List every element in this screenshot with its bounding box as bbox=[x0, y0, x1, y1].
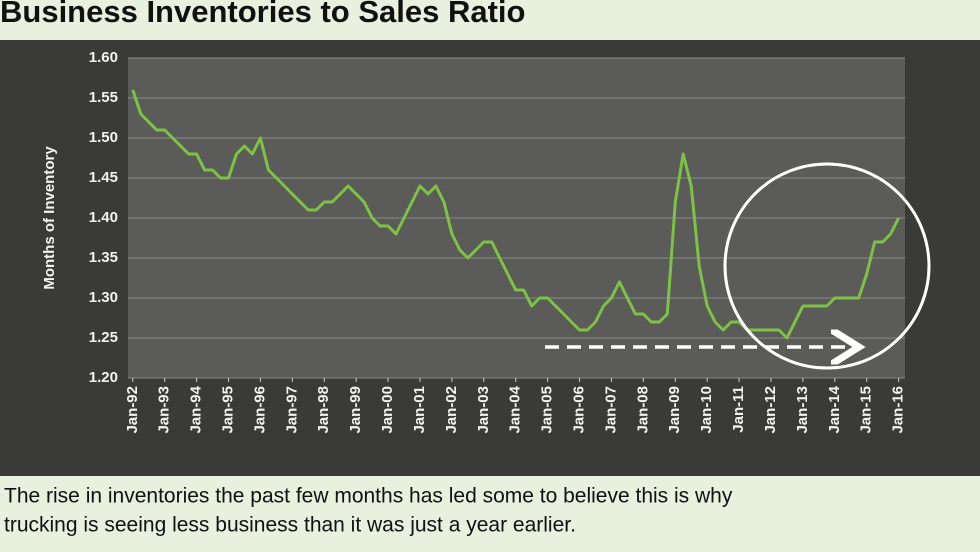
x-tick-label: Jan-06 bbox=[570, 386, 587, 434]
x-tick-label: Jan-13 bbox=[794, 386, 811, 434]
x-tick-label: Jan-05 bbox=[539, 386, 556, 434]
x-tick-label: Jan-00 bbox=[379, 386, 396, 434]
y-tick-label: 1.30 bbox=[89, 289, 118, 306]
y-tick-label: 1.45 bbox=[89, 169, 118, 186]
y-tick-label: 1.20 bbox=[89, 369, 118, 386]
x-tick-label: Jan-92 bbox=[124, 386, 141, 434]
x-tick-label: Jan-10 bbox=[698, 386, 715, 434]
y-axis-title: Months of Inventory bbox=[41, 146, 58, 290]
data-line bbox=[131, 89, 900, 340]
x-tick-label: Jan-93 bbox=[156, 386, 173, 434]
x-tick-label: Jan-98 bbox=[315, 386, 332, 434]
y-tick-label: 1.35 bbox=[89, 249, 118, 266]
page-title: Business Inventories to Sales Ratio bbox=[0, 0, 525, 29]
y-tick-label: 1.25 bbox=[89, 329, 118, 346]
x-tick-label: Jan-99 bbox=[347, 386, 364, 434]
x-tick-label: Jan-16 bbox=[890, 386, 907, 434]
x-tick-label: Jan-08 bbox=[634, 386, 651, 434]
highlight-circle bbox=[723, 162, 931, 370]
x-tick-label: Jan-03 bbox=[475, 386, 492, 434]
x-tick-label: Jan-01 bbox=[411, 386, 428, 434]
x-tick-label: Jan-09 bbox=[666, 386, 683, 434]
x-tick-label: Jan-07 bbox=[602, 386, 619, 434]
y-tick-label: 1.40 bbox=[89, 209, 118, 226]
x-tick-label: Jan-02 bbox=[443, 386, 460, 434]
x-tick-label: Jan-95 bbox=[219, 386, 236, 434]
y-tick-label: 1.55 bbox=[89, 89, 118, 106]
x-tick-label: Jan-14 bbox=[826, 385, 843, 433]
x-tick-label: Jan-11 bbox=[730, 386, 747, 433]
x-tick-label: Jan-12 bbox=[762, 386, 779, 434]
x-tick-label: Jan-94 bbox=[188, 385, 205, 433]
caption-line: trucking is seeing less business than it… bbox=[4, 514, 576, 537]
x-tick-label: Jan-04 bbox=[507, 385, 524, 433]
x-tick-label: Jan-97 bbox=[283, 386, 300, 434]
caption-line: The rise in inventories the past few mon… bbox=[4, 485, 733, 508]
x-tick-label: Jan-15 bbox=[858, 386, 875, 434]
y-tick-label: 1.60 bbox=[89, 49, 118, 66]
x-tick-label: Jan-96 bbox=[251, 386, 268, 434]
y-tick-label: 1.50 bbox=[89, 129, 118, 146]
